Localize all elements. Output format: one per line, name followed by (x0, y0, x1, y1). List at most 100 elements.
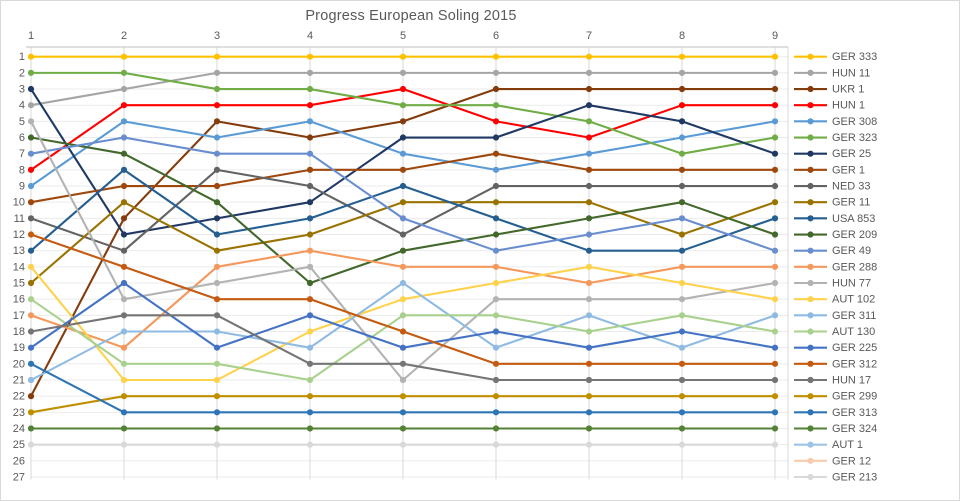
series-marker (27, 344, 35, 351)
series-marker (27, 69, 35, 76)
x-tick-label: 5 (400, 30, 406, 42)
series-marker (213, 409, 221, 416)
series-marker (306, 247, 314, 254)
series-marker (27, 166, 35, 173)
series-marker (306, 425, 314, 432)
series-marker (771, 360, 779, 367)
series-marker (399, 393, 407, 400)
series-marker (492, 134, 500, 141)
series-marker (306, 409, 314, 416)
series-marker (678, 360, 686, 367)
series-marker (120, 118, 128, 125)
series-marker (399, 279, 407, 287)
series-marker (120, 409, 128, 416)
series-marker (399, 150, 407, 157)
legend-label: GER 288 (832, 261, 877, 273)
x-tick-label: 2 (121, 30, 127, 42)
series-marker (120, 425, 128, 432)
y-tick-label: 3 (19, 84, 25, 96)
legend-item: GER 324 (794, 423, 877, 435)
series-marker (399, 53, 407, 60)
series-marker (27, 182, 35, 190)
legend-item: GER 12 (794, 455, 871, 467)
series-marker (399, 344, 407, 351)
series-marker (399, 182, 407, 190)
legend-swatch-marker (807, 199, 814, 206)
legend-label: GER 225 (832, 342, 877, 354)
legend-swatch-marker (807, 231, 814, 238)
legend-label: GER 49 (832, 245, 871, 257)
series-marker (771, 409, 779, 416)
legend-item: AUT 130 (794, 326, 875, 338)
series-marker (120, 360, 128, 367)
series-marker (492, 53, 500, 60)
legend-swatch-marker (807, 215, 814, 222)
y-tick-label: 10 (13, 197, 25, 209)
series-marker (120, 182, 128, 190)
series-marker (213, 328, 221, 335)
legend-swatch-marker (807, 118, 814, 125)
series-marker (771, 199, 779, 206)
series-marker (678, 215, 686, 222)
legend-item: HUN 77 (794, 278, 871, 290)
legend-label: AUT 1 (832, 439, 863, 451)
series-marker (492, 296, 500, 303)
series-marker (27, 102, 35, 109)
series-marker (399, 328, 407, 335)
series-marker (120, 279, 128, 287)
y-tick-label: 24 (13, 423, 25, 435)
y-tick-label: 16 (13, 294, 25, 306)
series-marker (678, 312, 686, 319)
series-marker (213, 393, 221, 400)
series-marker (306, 69, 314, 76)
series-marker (771, 166, 779, 173)
series-marker (492, 376, 500, 384)
legend-label: GER 1 (832, 164, 865, 176)
series-marker (120, 53, 128, 60)
y-tick-label: 20 (13, 358, 25, 370)
series-marker (678, 231, 686, 238)
legend-item: USA 853 (794, 213, 875, 225)
series-marker (771, 263, 779, 270)
series-marker (306, 53, 314, 60)
series-marker (585, 134, 593, 141)
series-marker (306, 182, 314, 190)
series-marker (585, 263, 593, 270)
y-tick-label: 26 (13, 455, 25, 467)
legend-label: GER 213 (832, 471, 877, 483)
series-marker (771, 393, 779, 400)
legend-item: GER 209 (794, 229, 877, 241)
legend-swatch-marker (807, 441, 814, 448)
series-marker (213, 150, 221, 157)
series-marker (27, 441, 35, 448)
series-marker (120, 247, 128, 254)
y-tick-label: 18 (13, 326, 25, 338)
series-marker (492, 166, 500, 173)
series-marker (120, 199, 128, 206)
x-tick-label: 1 (28, 30, 34, 42)
series-marker (678, 279, 686, 287)
series-marker (399, 85, 407, 93)
legend-item: GER 333 (794, 51, 877, 63)
series-marker (771, 69, 779, 76)
series-marker (213, 231, 221, 238)
x-tick-label: 4 (307, 30, 313, 42)
series-marker (771, 134, 779, 141)
legend-swatch-marker (807, 360, 814, 367)
series-marker (27, 376, 35, 384)
series-marker (678, 376, 686, 384)
series-marker (585, 69, 593, 76)
series-marker (492, 328, 500, 335)
series-marker (213, 279, 221, 287)
legend-swatch-marker (807, 376, 814, 384)
series-marker (306, 360, 314, 367)
series-marker (213, 263, 221, 270)
series-marker (678, 102, 686, 109)
series-marker (213, 247, 221, 254)
series-marker (399, 166, 407, 173)
series-marker (306, 296, 314, 303)
legend-item: GER 1 (794, 164, 865, 176)
series-marker (585, 425, 593, 432)
series-marker (120, 150, 128, 157)
